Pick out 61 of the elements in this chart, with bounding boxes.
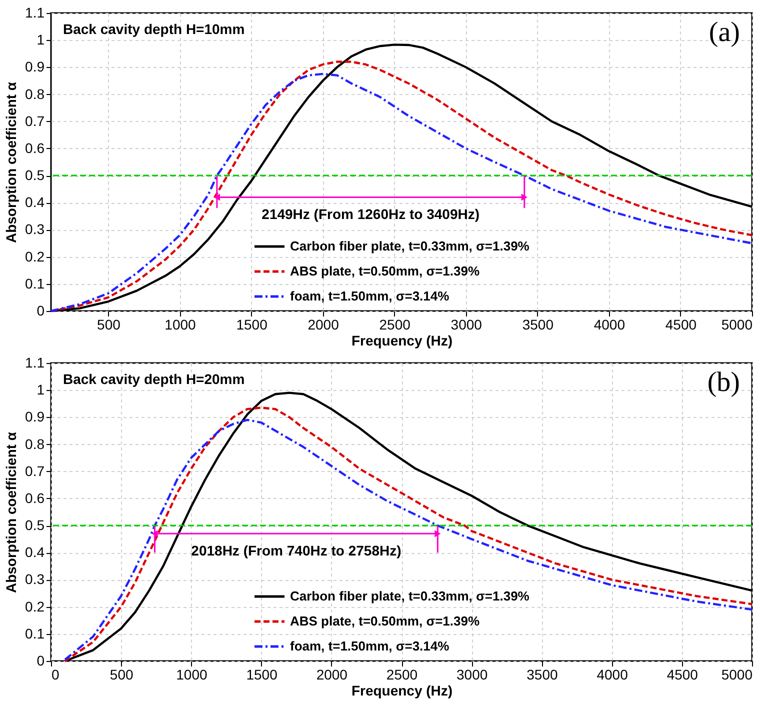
y-tick-label: 0.4: [25, 544, 45, 560]
y-tick-label: 0.4: [25, 194, 45, 210]
x-tick-label: 5000: [721, 316, 753, 332]
x-tick-label: 4500: [665, 316, 697, 332]
x-tick-label: 4000: [594, 316, 626, 332]
x-tick-label: 1500: [246, 666, 278, 682]
legend-label: Carbon fiber plate, t=0.33mm, σ=1.39%: [290, 588, 530, 604]
y-tick-label: 1: [36, 382, 45, 398]
x-tick-label: 5000: [721, 666, 753, 682]
y-tick-label: 0.2: [25, 598, 45, 614]
y-tick-label: 0.7: [25, 462, 45, 479]
legend-label: Carbon fiber plate, t=0.33mm, σ=1.39%: [290, 238, 530, 254]
annotation: (b): [707, 367, 740, 398]
y-tick-label: 0: [36, 652, 45, 668]
x-tick-label: 3000: [456, 666, 488, 682]
x-tick-label: 3500: [522, 316, 554, 332]
annotation: 2149Hz (From 1260Hz to 3409Hz): [262, 206, 480, 222]
y-tick-label: 0.7: [25, 112, 45, 129]
y-tick-label: 1.1: [25, 354, 45, 370]
y-tick-label: 0.6: [25, 140, 45, 156]
y-tick-label: 0.6: [25, 490, 45, 506]
x-axis-title: Frequency (Hz): [351, 682, 453, 698]
y-tick-label: 1: [36, 32, 45, 48]
y-axis-title: Absorption coefficient α: [3, 432, 20, 594]
y-axis-title: Absorption coefficient α: [3, 82, 20, 244]
legend-label: foam, t=1.50mm, σ=3.14%: [290, 638, 450, 654]
x-tick-label: 3000: [450, 316, 482, 332]
y-tick-label: 0.1: [25, 275, 45, 292]
x-tick-label: 4000: [596, 666, 628, 682]
annotation: (a): [708, 17, 740, 48]
x-tick-label: 1000: [164, 316, 196, 332]
y-tick-label: 1.1: [25, 4, 45, 20]
x-tick-label: 3500: [526, 666, 558, 682]
y-tick-label: 0.8: [25, 86, 45, 102]
y-tick-label: 0.2: [25, 248, 45, 264]
x-tick-label: 2500: [379, 316, 411, 332]
y-tick-label: 0: [36, 302, 45, 318]
legend-label: ABS plate, t=0.50mm, σ=1.39%: [290, 264, 480, 278]
legend-label: ABS plate, t=0.50mm, σ=1.39%: [290, 614, 480, 628]
x-axis-title: Frequency (Hz): [351, 332, 453, 348]
x-tick-label: 2000: [316, 666, 348, 682]
y-tick-label: 0.9: [25, 408, 45, 425]
x-tick-label: 2000: [308, 316, 340, 332]
x-tick-label: 2500: [386, 666, 418, 682]
annotation: Back cavity depth H=20mm: [63, 371, 245, 387]
x-tick-label: 500: [110, 666, 134, 682]
y-tick-label: 0.9: [25, 58, 45, 75]
x-tick-label: 500: [97, 316, 121, 332]
annotation: Back cavity depth H=10mm: [63, 21, 245, 37]
y-tick-label: 0.8: [25, 436, 45, 452]
y-tick-label: 0.3: [25, 571, 45, 588]
x-tick-label: 1000: [176, 666, 208, 682]
x-tick-label: 4500: [666, 666, 698, 682]
x-tick-label: 0: [52, 666, 60, 682]
legend-label: foam, t=1.50mm, σ=3.14%: [290, 288, 450, 304]
x-tick-label: 1500: [236, 316, 268, 332]
y-tick-label: 0.1: [25, 625, 45, 642]
y-tick-label: 0.3: [25, 221, 45, 238]
y-tick-label: 0.5: [25, 167, 45, 184]
annotation: 2018Hz (From 740Hz to 2758Hz): [191, 542, 402, 559]
y-tick-label: 0.5: [25, 517, 45, 534]
